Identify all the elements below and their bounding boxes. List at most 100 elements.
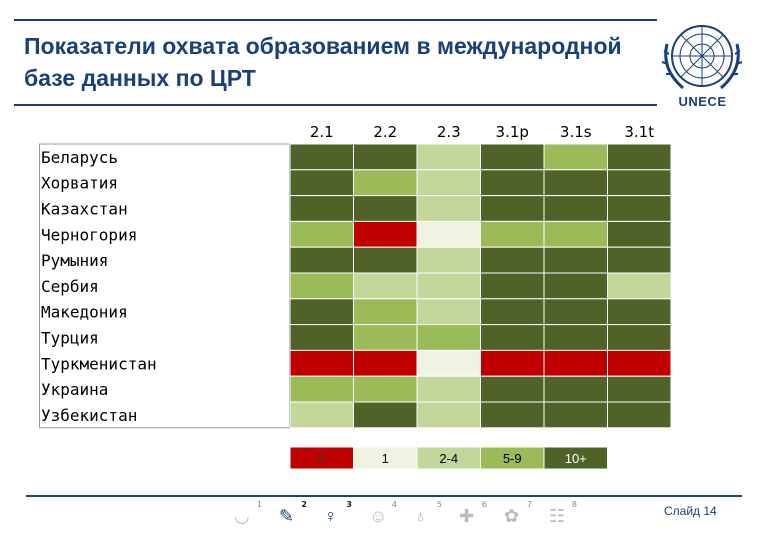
- heatmap-cell: [416, 298, 481, 326]
- heatmap-cell: [480, 324, 545, 351]
- row-label: Хорватия: [41, 174, 118, 193]
- heatmap-cell: [543, 246, 608, 274]
- heatmap-cell: [543, 298, 608, 326]
- heatmap-cell: [543, 349, 608, 377]
- heatmap-cell: [416, 272, 481, 300]
- heatmap-cell: [607, 298, 672, 326]
- heatmap-cell: [480, 169, 545, 197]
- row-label: Узбекистан: [41, 406, 137, 425]
- heatmap-cell: [607, 220, 672, 248]
- heatmap-cell: [607, 272, 672, 300]
- heatmap-cell: [543, 401, 608, 429]
- heatmap-cell: [353, 195, 418, 222]
- heatmap-cell: [353, 143, 418, 171]
- heatmap-cell: [543, 324, 608, 351]
- plant-icon: ✿ 7: [498, 500, 534, 534]
- heatmap-cell: [289, 324, 354, 351]
- row-label-box: [39, 143, 290, 429]
- legend-label: 1: [382, 451, 389, 466]
- heatmap-cell: [543, 195, 608, 222]
- heatmap-cell: [416, 246, 481, 274]
- heatmap-cell: [353, 324, 418, 351]
- heatmap-cell: [289, 349, 354, 377]
- footer-rule: [26, 495, 742, 497]
- pencil-icon: ✎ 2: [273, 500, 309, 534]
- row-label: Туркменистан: [41, 354, 157, 373]
- bowl-icon: ◡ 1: [228, 500, 264, 534]
- slide-title: Показатели охвата образованием в междуна…: [24, 33, 622, 91]
- heatmap-cell: [289, 169, 354, 197]
- row-label: Украина: [41, 380, 108, 399]
- row-label: Беларусь: [41, 148, 118, 167]
- heatmap-cell: [416, 401, 481, 429]
- mdg-goal-number: 7: [526, 500, 532, 509]
- heatmap-cell: [607, 349, 672, 377]
- heatmap-cell: [480, 220, 545, 248]
- legend-label: 10+: [565, 451, 587, 466]
- heatmap-cell: [543, 169, 608, 197]
- heatmap-cell: [607, 401, 672, 429]
- mdg-goal-number: 3: [346, 500, 352, 509]
- heatmap-cell: [353, 375, 418, 403]
- heatmap-cell: [289, 298, 354, 326]
- heatmap-cell: [289, 246, 354, 274]
- gender-icon: ♀ 3: [318, 500, 354, 534]
- heatmap-cell: [607, 375, 672, 403]
- mdg-goal-number: 2: [301, 500, 307, 509]
- heatmap-cell: [543, 375, 608, 403]
- unece-logo-text: UNECE: [678, 94, 727, 109]
- mdg-goal-number: 6: [481, 500, 487, 509]
- heatmap-cell: [416, 143, 481, 171]
- heatmap-cell: [416, 375, 481, 403]
- heatmap-cell: [480, 272, 545, 300]
- mdg-goal-number: 4: [391, 500, 397, 509]
- row-label: Турция: [41, 329, 99, 348]
- heatmap-cell: [416, 195, 481, 222]
- people-icon-glyph: ☷: [549, 506, 566, 526]
- plant-icon-glyph: ✿: [504, 506, 520, 526]
- child-icon-glyph: ☺: [369, 506, 388, 526]
- column-header: 2.3: [437, 123, 461, 141]
- mother-icon-glyph: ♁: [414, 506, 428, 526]
- heatmap-cell: [480, 246, 545, 274]
- heatmap-cell: [353, 169, 418, 197]
- mdg-goal-number: 8: [571, 500, 577, 509]
- gender-icon-glyph: ♀: [324, 506, 338, 526]
- pencil-icon-glyph: ✎: [279, 506, 295, 526]
- heatmap-cell: [289, 195, 354, 222]
- heatmap-cell: [416, 324, 481, 351]
- heatmap-cell: [607, 324, 672, 351]
- mother-icon: ♁ 5: [408, 500, 444, 534]
- heatmap-cell: [289, 220, 354, 248]
- heatmap-cell: [289, 272, 354, 300]
- row-label: Сербия: [41, 277, 99, 296]
- bowl-icon-glyph: ◡: [234, 506, 250, 526]
- medicine-icon: ✚ 6: [453, 500, 489, 534]
- legend-label: 2-4: [439, 451, 458, 466]
- heatmap-cell: [353, 246, 418, 274]
- heatmap-cell: [480, 375, 545, 403]
- row-label: Черногория: [41, 225, 137, 244]
- medicine-icon-glyph: ✚: [459, 506, 475, 526]
- legend-swatch: [543, 446, 608, 470]
- heatmap-cell: [543, 272, 608, 300]
- heatmap-cell: [289, 401, 354, 429]
- heatmap-cell: [607, 195, 672, 222]
- heatmap-cell: [543, 220, 608, 248]
- heatmap-cell: [416, 349, 481, 377]
- heatmap-cell: [607, 169, 672, 197]
- column-header: 2.1: [310, 123, 334, 141]
- heatmap-cell: [353, 401, 418, 429]
- mdg-goal-number: 1: [256, 500, 262, 509]
- row-label: Казахстан: [41, 200, 128, 219]
- heatmap-cell: [480, 195, 545, 222]
- column-header: 2.2: [373, 123, 397, 141]
- heatmap-cell: [416, 220, 481, 248]
- heatmap-cell: [607, 246, 672, 274]
- heatmap-cell: [289, 375, 354, 403]
- heatmap-cell: [289, 143, 354, 171]
- slide-number: Слайд 14: [664, 504, 717, 518]
- mdg-goal-number: 5: [436, 500, 442, 509]
- legend-label: 5-9: [503, 451, 522, 466]
